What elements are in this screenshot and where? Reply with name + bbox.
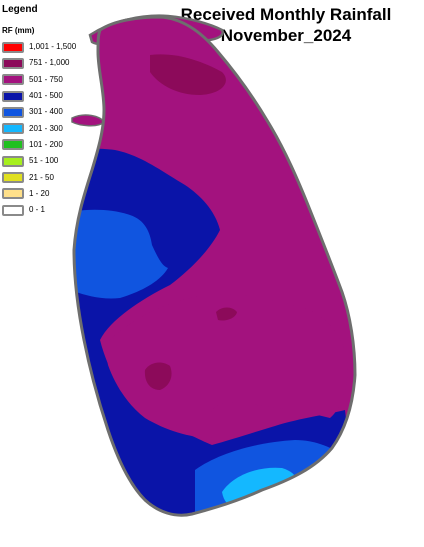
legend-label: 201 - 300 — [29, 123, 63, 133]
title-line-1: Received Monthly Rainfall — [180, 5, 392, 24]
zone-751-1000-central — [144, 362, 172, 390]
legend-swatch — [2, 123, 24, 135]
zone-751-1000-east — [216, 307, 237, 321]
legend-label: 301 - 400 — [29, 107, 63, 117]
zone-501-750-central — [105, 294, 348, 438]
legend-item: 1,001 - 1,500 — [2, 39, 122, 55]
legend-item: 21 - 50 — [2, 169, 122, 185]
map-title: Received Monthly Rainfall November_2024 — [156, 4, 416, 46]
legend-swatch — [2, 188, 24, 200]
legend-item: 0 - 1 — [2, 202, 122, 218]
legend-label: 501 - 750 — [29, 74, 63, 84]
legend-unit: RF (mm) — [2, 26, 35, 35]
legend-item: 1 - 20 — [2, 186, 122, 202]
legend-swatch — [2, 139, 24, 151]
legend-item: 301 - 400 — [2, 104, 122, 120]
legend-label: 51 - 100 — [29, 156, 59, 166]
legend-item: 101 - 200 — [2, 137, 122, 153]
title-line-2: November_2024 — [220, 26, 352, 45]
legend-item: 501 - 750 — [2, 72, 122, 88]
legend-list: 1,001 - 1,500 751 - 1,000 501 - 750 401 - 5… — [2, 39, 122, 218]
legend-label: 101 - 200 — [29, 139, 63, 149]
legend-label: 21 - 50 — [29, 172, 54, 182]
zone-301-400-northwest — [74, 209, 168, 299]
legend-label: 1,001 - 1,500 — [29, 42, 77, 52]
legend-swatch — [2, 57, 24, 69]
legend-label: 401 - 500 — [29, 91, 63, 101]
island-outline — [72, 15, 357, 517]
legend-swatch — [2, 172, 24, 184]
zone-751-1000-north — [150, 54, 226, 95]
legend-swatch — [2, 155, 24, 167]
legend-heading: Legend — [2, 4, 38, 15]
legend: Legend RF (mm) 1,001 - 1,500 751 - 1,000 5… — [2, 4, 122, 218]
legend-swatch — [2, 74, 24, 86]
mannar-island — [71, 114, 105, 127]
legend-swatch — [2, 204, 24, 216]
legend-item: 201 - 300 — [2, 120, 122, 136]
legend-item: 401 - 500 — [2, 88, 122, 104]
legend-item: 51 - 100 — [2, 153, 122, 169]
legend-swatch — [2, 90, 24, 102]
legend-label: 751 - 1,000 — [29, 58, 70, 68]
legend-swatch — [2, 41, 24, 53]
legend-item: 751 - 1,000 — [2, 55, 122, 71]
legend-swatch — [2, 106, 24, 118]
legend-label: 0 - 1 — [29, 205, 46, 215]
legend-label: 1 - 20 — [29, 188, 50, 198]
